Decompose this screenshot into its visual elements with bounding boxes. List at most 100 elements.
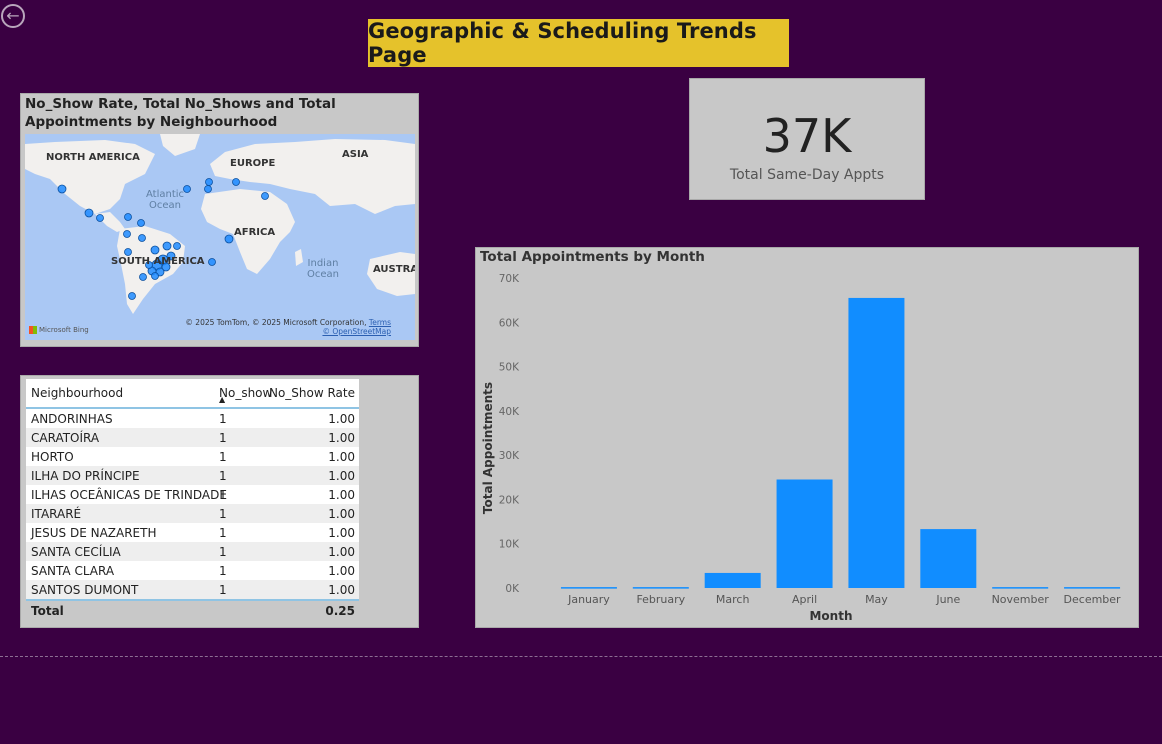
map-bubble <box>124 248 132 256</box>
neighbourhood-table-visual[interactable]: Neighbourhood No_show ▲ No_Show Rate AND… <box>20 375 419 628</box>
table-row[interactable]: CARATOÍRA 1 1.00 <box>26 428 359 447</box>
map-bubble <box>166 251 176 261</box>
map-bubble <box>208 258 216 266</box>
x-tick-label: November <box>992 593 1050 606</box>
cell-neighbourhood: ILHAS OCEÂNICAS DE TRINDADE <box>31 488 227 502</box>
map-copyright: © 2025 TomTom, © 2025 Microsoft Corporat… <box>185 318 391 336</box>
table-row[interactable]: ITARARÉ 1 1.00 <box>26 504 359 523</box>
cell-neighbourhood: ILHA DO PRÍNCIPE <box>31 469 140 483</box>
bar-may[interactable] <box>848 297 905 588</box>
map-bubble <box>150 245 160 255</box>
map-area[interactable]: NORTH AMERICA EUROPE ASIA AFRICA SOUTH A… <box>25 134 415 340</box>
map-bubble <box>151 272 159 280</box>
cell-no-show: 1 <box>219 507 227 521</box>
table-row[interactable]: JESUS DE NAZARETH 1 1.00 <box>26 523 359 542</box>
map-bubble <box>137 219 145 227</box>
land-africa <box>201 189 295 274</box>
y-tick-label: 0K <box>505 583 520 595</box>
kpi-value: 37K <box>762 109 852 163</box>
cell-no-show-rate: 1.00 <box>328 583 355 597</box>
total-label: Total <box>31 604 64 618</box>
cell-neighbourhood: CARATOÍRA <box>31 431 100 445</box>
cell-neighbourhood: SANTA CECÍLIA <box>31 545 121 559</box>
label-europe: EUROPE <box>230 158 276 169</box>
cell-no-show-rate: 1.00 <box>328 469 355 483</box>
x-tick-label: February <box>636 593 685 606</box>
cell-no-show: 1 <box>219 545 227 559</box>
land-greenland <box>160 134 200 156</box>
map-canvas <box>25 134 415 314</box>
map-bubble <box>124 213 132 221</box>
kpi-card[interactable]: 37K Total Same-Day Appts <box>689 78 925 200</box>
bar-january[interactable] <box>560 587 617 589</box>
table-row[interactable]: SANTOS DUMONT 1 1.00 <box>26 580 359 599</box>
cell-no-show-rate: 1.00 <box>328 526 355 540</box>
sort-ascending-icon: ▲ <box>219 395 226 404</box>
x-tick-label: May <box>865 593 888 606</box>
column-header-neighbourhood[interactable]: Neighbourhood <box>31 386 124 400</box>
bar-february[interactable] <box>632 587 689 589</box>
cell-no-show: 1 <box>219 583 227 597</box>
land-australia <box>367 252 415 296</box>
map-bubble <box>84 208 94 218</box>
cell-no-show-rate: 1.00 <box>328 564 355 578</box>
y-axis-title: Total Appointments <box>481 382 495 514</box>
back-arrow-icon[interactable]: ← <box>1 4 25 28</box>
cell-neighbourhood: JESUS DE NAZARETH <box>31 526 157 540</box>
cell-neighbourhood: HORTO <box>31 450 74 464</box>
map-title: No_Show Rate, Total No_Shows and Total A… <box>25 96 336 130</box>
table-row[interactable]: SANTA CLARA 1 1.00 <box>26 561 359 580</box>
map-bubble <box>204 185 212 193</box>
table-row[interactable]: SANTA CECÍLIA 1 1.00 <box>26 542 359 561</box>
terms-link[interactable]: Terms <box>368 318 391 327</box>
label-atlantic-ocean: Atlantic Ocean <box>145 189 185 211</box>
page-title: Geographic & Scheduling Trends Page <box>368 19 757 67</box>
label-australia: AUSTRA <box>373 264 415 275</box>
table-total-row: Total 0.25 <box>26 599 359 621</box>
bar-december[interactable] <box>1064 587 1121 589</box>
label-south-america: SOUTH AMERICA <box>111 256 205 267</box>
map-bubble <box>123 230 131 238</box>
table-row[interactable]: HORTO 1 1.00 <box>26 447 359 466</box>
bing-logo: Microsoft Bing <box>29 326 89 334</box>
map-bubble <box>139 273 147 281</box>
y-tick-label: 30K <box>499 450 520 462</box>
column-header-no-show[interactable]: No_show <box>219 386 273 400</box>
map-bubble <box>173 242 181 250</box>
map-visual[interactable]: No_Show Rate, Total No_Shows and Total A… <box>20 93 419 347</box>
x-tick-label: March <box>716 593 750 606</box>
map-bubble <box>261 192 269 200</box>
x-tick-label: April <box>792 593 817 606</box>
table-row[interactable]: ILHA DO PRÍNCIPE 1 1.00 <box>26 466 359 485</box>
map-bubble <box>161 262 171 272</box>
map-bubble <box>224 234 234 244</box>
y-tick-label: 70K <box>499 273 520 285</box>
cell-no-show: 1 <box>219 526 227 540</box>
chart-title: Total Appointments by Month <box>480 249 705 265</box>
osm-link[interactable]: © OpenStreetMap <box>322 327 391 336</box>
x-axis-title: Month <box>809 609 852 623</box>
cell-no-show: 1 <box>219 469 227 483</box>
bar-november[interactable] <box>992 587 1049 589</box>
cell-neighbourhood: ITARARÉ <box>31 507 82 521</box>
table-row[interactable]: ANDORINHAS 1 1.00 <box>26 409 359 428</box>
bar-chart-visual[interactable]: Total Appointments by Month 0K 10K 20K 30K 4… <box>475 247 1139 628</box>
map-bubble <box>145 261 153 269</box>
bar-april[interactable] <box>776 479 833 589</box>
microsoft-logo-icon <box>29 326 37 334</box>
column-header-no-show-rate[interactable]: No_Show Rate <box>268 386 355 400</box>
cell-no-show: 1 <box>219 431 227 445</box>
table-body: ANDORINHAS 1 1.00 CARATOÍRA 1 1.00 HORTO 1 1.00 I… <box>26 409 359 599</box>
map-bubble <box>232 178 240 186</box>
cell-no-show: 1 <box>219 450 227 464</box>
bar-june[interactable] <box>920 529 977 588</box>
table-header: Neighbourhood No_show ▲ No_Show Rate <box>26 379 359 409</box>
table-row[interactable]: ILHAS OCEÂNICAS DE TRINDADE 1 1.00 <box>26 485 359 504</box>
land-madagascar <box>295 249 303 266</box>
y-tick-label: 20K <box>499 494 520 506</box>
x-tick-label: June <box>935 593 960 606</box>
x-tick-label: December <box>1064 593 1122 606</box>
map-bubble <box>183 185 191 193</box>
bar-march[interactable] <box>704 572 761 588</box>
cell-no-show-rate: 1.00 <box>328 507 355 521</box>
